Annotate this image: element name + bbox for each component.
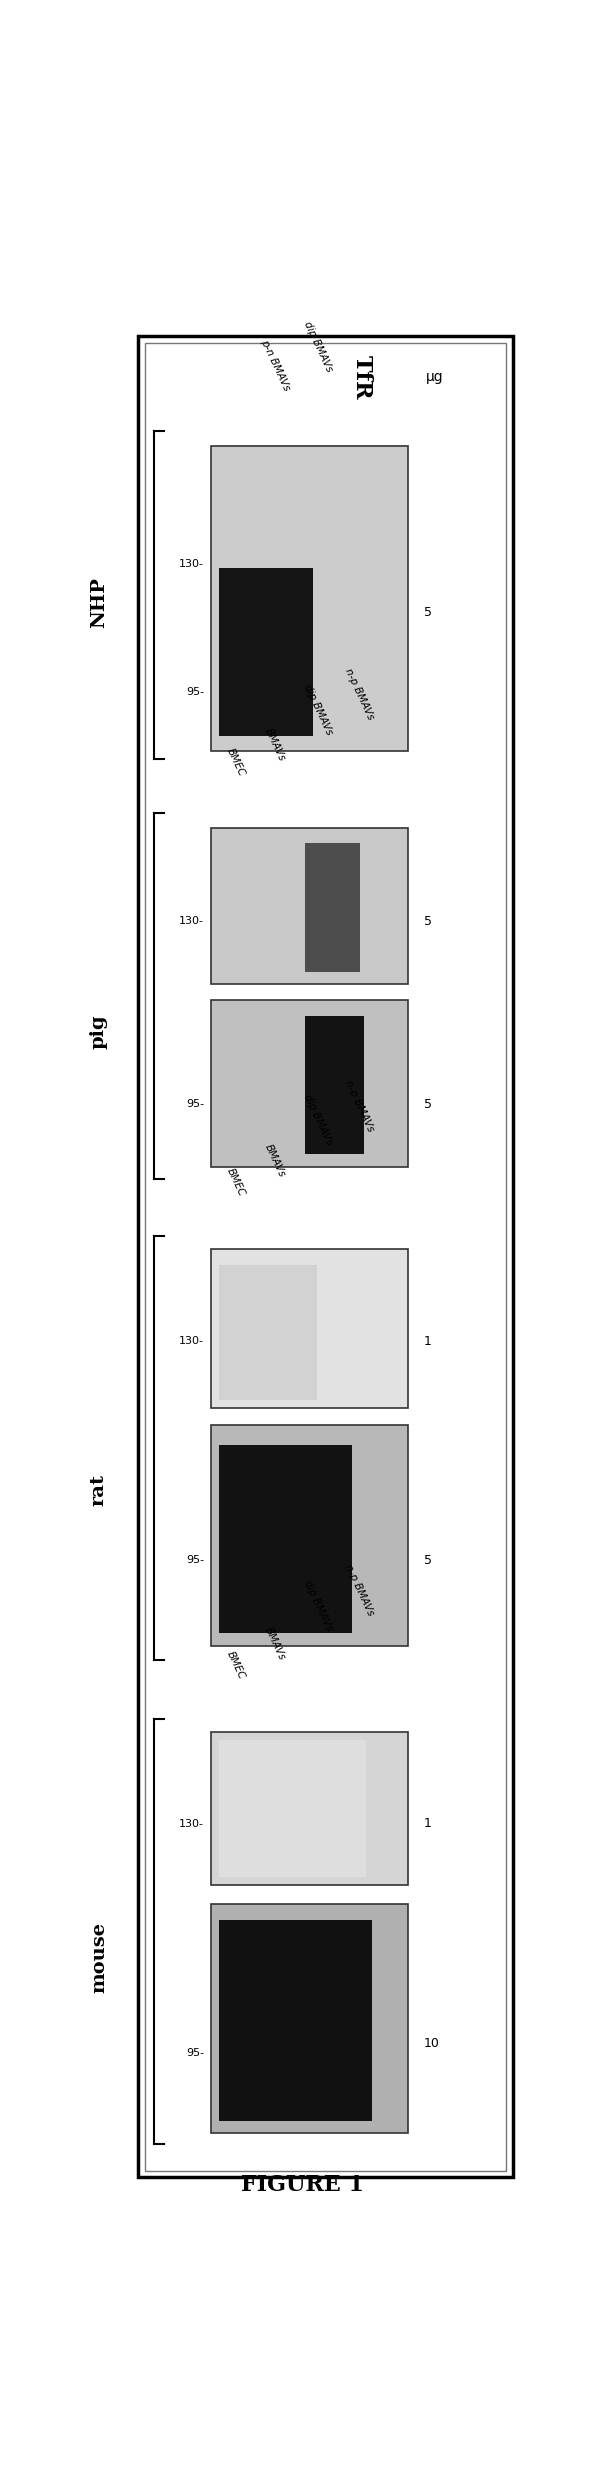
Text: n-p BMAVs: n-p BMAVs	[343, 1078, 376, 1132]
Bar	[211, 1425, 408, 1645]
Text: 95-: 95-	[186, 1556, 204, 1566]
Bar	[211, 999, 408, 1167]
Bar	[211, 1903, 408, 2134]
Bar	[137, 335, 513, 2176]
Text: FIGURE 1: FIGURE 1	[241, 2173, 364, 2196]
Text: dip BMAVs: dip BMAVs	[302, 320, 335, 374]
Text: rat: rat	[90, 1474, 108, 1507]
Bar	[211, 1249, 408, 1408]
Text: 130-: 130-	[179, 1819, 204, 1829]
Text: NHP: NHP	[90, 577, 108, 627]
Bar	[211, 828, 408, 984]
Text: 1: 1	[424, 1816, 431, 1831]
Text: 1: 1	[424, 1336, 431, 1348]
Text: TfR: TfR	[351, 354, 373, 399]
Bar	[305, 1016, 364, 1155]
Bar	[219, 1920, 372, 2121]
Text: 95-: 95-	[186, 2047, 204, 2057]
Text: 95-: 95-	[186, 686, 204, 696]
Text: 10: 10	[424, 2037, 440, 2049]
Text: 130-: 130-	[179, 917, 204, 927]
Text: BMAVs: BMAVs	[263, 1626, 287, 1663]
Text: BMAVs: BMAVs	[263, 726, 287, 763]
Text: μg: μg	[426, 372, 444, 384]
Text: BMEC: BMEC	[225, 1167, 247, 1197]
Bar	[305, 843, 360, 971]
Bar	[211, 1732, 408, 1886]
Bar	[211, 446, 408, 751]
Text: n-p BMAVs: n-p BMAVs	[343, 667, 376, 721]
Text: dip BMAVs: dip BMAVs	[302, 681, 335, 736]
Text: 5: 5	[424, 605, 431, 620]
Text: BMAVs: BMAVs	[263, 1142, 287, 1180]
Text: BMEC: BMEC	[225, 746, 247, 778]
Text: pig: pig	[90, 1014, 108, 1048]
Text: 5: 5	[424, 1554, 431, 1566]
Bar	[219, 1445, 352, 1633]
Text: p-n BMAVs: p-n BMAVs	[258, 337, 291, 392]
Bar	[219, 1740, 366, 1878]
Text: 130-: 130-	[179, 560, 204, 570]
Text: dip BMAVs: dip BMAVs	[302, 1093, 335, 1147]
Text: 95-: 95-	[186, 1100, 204, 1110]
Text: 130-: 130-	[179, 1336, 204, 1346]
Text: n-p BMAVs: n-p BMAVs	[343, 1564, 376, 1618]
Text: 5: 5	[424, 914, 431, 927]
Text: BMEC: BMEC	[225, 1650, 247, 1680]
Bar	[219, 567, 313, 736]
Text: mouse: mouse	[90, 1923, 108, 1992]
Text: 5: 5	[424, 1098, 431, 1110]
Bar	[145, 342, 506, 2171]
Bar	[219, 1266, 317, 1400]
Text: dip BMAVs: dip BMAVs	[302, 1578, 335, 1633]
